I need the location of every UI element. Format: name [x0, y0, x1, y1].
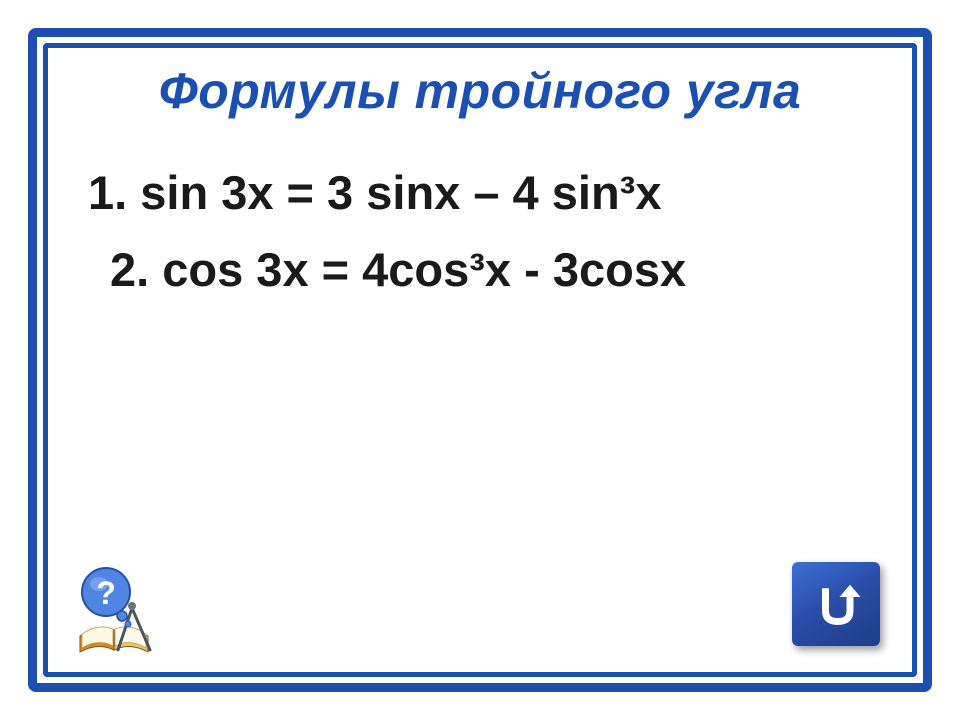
slide-title: Формулы тройного угла [48, 62, 912, 120]
back-button[interactable] [792, 562, 880, 646]
u-turn-icon [808, 576, 864, 632]
formula-list: 1. sin 3x = 3 sinx – 4 sin³х 2. cos 3x =… [48, 158, 912, 305]
formula-2: 2. cos 3x = 4cos³x - 3cosx [80, 235, 896, 306]
svg-text:?: ? [96, 575, 116, 611]
frame-outer: Формулы тройного угла 1. sin 3x = 3 sinx… [28, 28, 932, 692]
formula-1: 1. sin 3x = 3 sinx – 4 sin³х [80, 158, 896, 229]
help-icon: ? [68, 558, 168, 658]
slide: Формулы тройного угла 1. sin 3x = 3 sinx… [0, 0, 960, 720]
frame-inner: Формулы тройного угла 1. sin 3x = 3 sinx… [43, 43, 917, 677]
